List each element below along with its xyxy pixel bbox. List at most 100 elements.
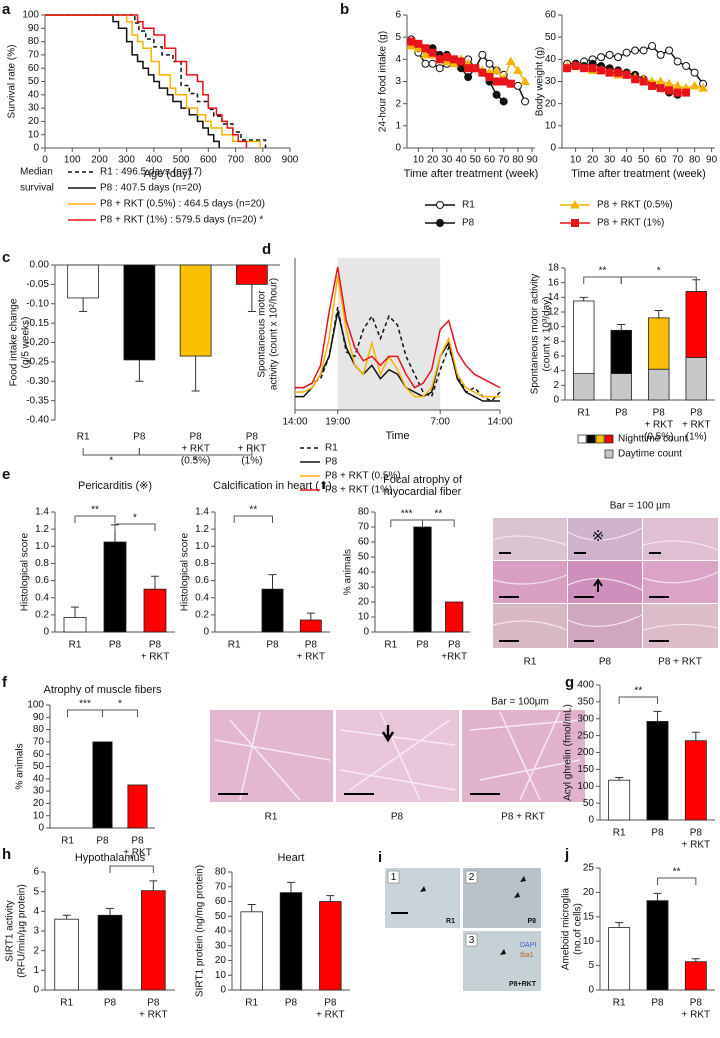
x-tick-label: + RKT xyxy=(141,652,170,663)
x-tick-label: 90 xyxy=(527,155,539,166)
chart-title: Pericarditis (※) xyxy=(78,480,152,492)
significance-label: ** xyxy=(434,509,442,520)
x-tick-label: P8 xyxy=(690,998,703,1009)
marker xyxy=(513,65,523,74)
y-tick-label: 40 xyxy=(33,773,45,784)
y-tick-label: 0.2 xyxy=(195,609,209,620)
marker xyxy=(436,219,444,227)
y-tick-label: 90 xyxy=(33,712,45,723)
x-tick-label: 10 xyxy=(570,155,582,166)
bar xyxy=(608,927,631,991)
y-tick-label: 3 xyxy=(395,76,401,87)
y-tick-label: 1.2 xyxy=(195,524,209,535)
y-tick-label: 70 xyxy=(358,522,370,533)
marker xyxy=(665,86,674,95)
y-tick-label: 10 xyxy=(548,321,560,332)
x-tick-label: 100 xyxy=(64,155,81,166)
significance-bracket xyxy=(109,865,154,873)
marker xyxy=(698,83,708,92)
legend-title: Median xyxy=(20,167,53,178)
x-tick-label: 30 xyxy=(604,155,616,166)
x-tick-label: (0.5%) xyxy=(181,456,210,467)
y-tick-label: -0.10 xyxy=(26,298,49,309)
x-axis-label: Age (day) xyxy=(144,168,192,180)
error-bar xyxy=(579,296,588,301)
x-tick-label: + RKT xyxy=(682,1010,711,1021)
significance-bracket xyxy=(657,877,697,885)
bar xyxy=(648,368,670,401)
marker xyxy=(631,46,640,55)
marker xyxy=(571,61,580,70)
marker xyxy=(571,219,579,227)
marker xyxy=(689,80,700,90)
legend-label: P8 xyxy=(462,218,475,229)
significance-bracket xyxy=(390,519,423,527)
marker xyxy=(622,48,631,57)
series-line xyxy=(45,14,220,148)
bar xyxy=(573,373,595,401)
x-tick-label: +RKT xyxy=(441,652,467,663)
y-tick-label: 1.4 xyxy=(195,507,209,518)
y-tick-label: 1.0 xyxy=(195,541,209,552)
error-bar xyxy=(306,612,315,620)
y-tick-label: -0.15 xyxy=(26,318,49,329)
bar xyxy=(646,721,669,821)
y-tick-label: 50 xyxy=(545,32,557,43)
y-tick-label: -0.05 xyxy=(26,279,49,290)
panel-letter: h xyxy=(2,846,11,863)
bar xyxy=(63,617,87,633)
y-tick-label: 60 xyxy=(33,749,45,760)
bar xyxy=(236,264,268,285)
y-tick-label: 1.2 xyxy=(35,524,49,535)
x-tick-label: 70 xyxy=(498,155,510,166)
y-tick-label: 0 xyxy=(395,143,401,154)
legend-label: P8 + RKT (0.5%) xyxy=(325,471,401,482)
error-bar xyxy=(653,892,662,901)
significance-bracket xyxy=(620,276,697,284)
series-line xyxy=(295,311,500,402)
marker xyxy=(597,53,606,62)
scale-bar xyxy=(499,552,669,642)
y-tick-label: 10 xyxy=(583,936,595,947)
legend-label: R1 xyxy=(462,200,475,211)
marker xyxy=(491,65,502,74)
significance-label: ** xyxy=(634,686,642,697)
x-tick-label: 30 xyxy=(441,155,453,166)
y-tick-label: 8 xyxy=(553,336,559,347)
error-bar xyxy=(615,922,624,928)
y-tick-label: 50 xyxy=(28,76,40,87)
marker xyxy=(505,56,516,66)
x-tick-label: 50 xyxy=(638,155,650,166)
y-tick-label: 40 xyxy=(28,89,40,100)
panel-letter: i xyxy=(378,849,382,866)
x-axis-label: Time after treatment (week) xyxy=(404,168,539,180)
x-tick-label: P8 xyxy=(285,998,298,1009)
y-axis-label: % animals xyxy=(15,743,26,789)
y-axis-label: Body weight (g) xyxy=(535,47,546,116)
legend-label: P8 + RKT (0.5%) xyxy=(597,200,673,211)
image-group: P8 xyxy=(527,918,536,925)
marker xyxy=(420,49,431,59)
y-tick-label: 50 xyxy=(583,798,595,809)
x-tick-label: R1 xyxy=(245,998,258,1009)
stain-label: Iba1 xyxy=(520,952,534,959)
marker xyxy=(485,59,494,68)
series-line xyxy=(45,14,248,148)
bar xyxy=(684,961,707,991)
image-column-label: R1 xyxy=(524,657,537,668)
y-tick-label: 60 xyxy=(215,896,227,907)
x-tick-label: R1 xyxy=(61,836,74,847)
significance-bracket xyxy=(67,709,103,717)
x-tick-label: P8 xyxy=(653,408,666,419)
y-tick-label: 250 xyxy=(577,730,594,741)
x-tick-label: + RKT xyxy=(123,848,152,859)
marker xyxy=(478,50,487,59)
y-axis-label: (count x 10³/day) xyxy=(542,296,553,371)
marker xyxy=(499,97,508,106)
series-line xyxy=(295,275,500,398)
x-tick-label: 200 xyxy=(91,155,108,166)
y-tick-label: 6 xyxy=(553,351,559,362)
marker xyxy=(436,201,444,209)
error-bar xyxy=(654,310,663,318)
marker xyxy=(656,84,665,93)
